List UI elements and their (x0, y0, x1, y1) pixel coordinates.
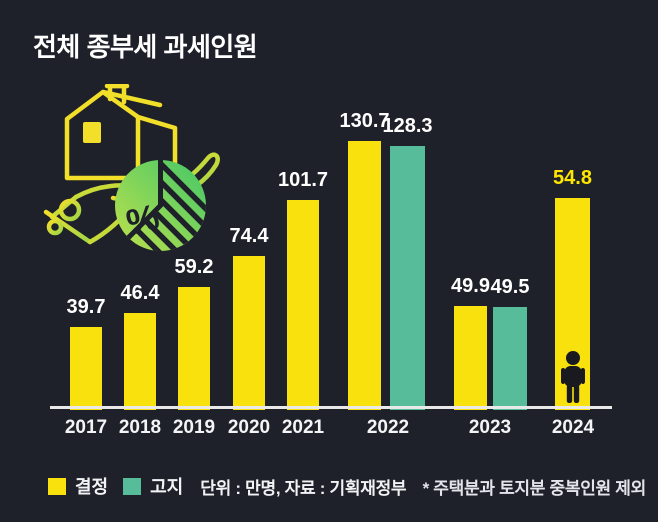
value-label-2023-고지: 49.5 (490, 276, 530, 298)
house-window (83, 122, 101, 143)
x-tick-2020: 2020 (227, 417, 271, 438)
x-tick-2023: 2023 (468, 417, 512, 438)
x-tick-2021: 2021 (281, 417, 325, 438)
value-label-2021-결정: 101.7 (277, 169, 329, 191)
value-label-2017-결정: 39.7 (66, 296, 106, 318)
bar-2022-결정 (348, 141, 381, 410)
value-label-2022-결정: 130.7 (339, 110, 390, 132)
legend-label-notice: 고지 (150, 477, 184, 497)
bar-2018-결정 (124, 313, 156, 410)
value-label-2023-결정: 49.9 (451, 275, 490, 297)
page-title: 전체 종부세 과세인원 (33, 32, 258, 62)
bar-2022-고지 (390, 146, 425, 410)
legend: 결정 고지 단위 : 만명, 자료 : 기획재정부 (48, 473, 407, 499)
value-label-2019-결정: 59.2 (174, 256, 214, 278)
value-label-2020-결정: 74.4 (229, 225, 269, 247)
value-label-2022-고지: 128.3 (382, 115, 433, 137)
bar-2023-고지 (493, 307, 527, 410)
bar-2023-결정 (454, 306, 487, 410)
x-tick-2018: 2018 (118, 417, 162, 438)
bar-2019-결정 (178, 287, 210, 410)
value-label-2018-결정: 46.4 (120, 282, 160, 304)
bar-2020-결정 (233, 256, 265, 410)
person-icon (561, 351, 585, 403)
x-tick-2024: 2024 (551, 417, 595, 438)
x-tick-2022: 2022 (366, 417, 410, 438)
unit-source-note: 단위 : 만명, 자료 : 기획재정부 (200, 478, 407, 498)
bar-2021-결정 (287, 200, 319, 410)
legend-swatch-decision (48, 477, 66, 495)
value-label-2024-결정: 54.8 (553, 167, 592, 189)
x-axis-line (50, 406, 612, 409)
footnote: * 주택분과 토지분 중복인원 제외 (422, 479, 647, 498)
legend-swatch-notice (123, 477, 142, 495)
house-in-hand-icon (43, 84, 220, 245)
bar-2017-결정 (70, 327, 102, 410)
legend-label-decision: 결정 (75, 477, 109, 497)
percent-circle-icon: % (115, 160, 206, 251)
x-tick-2019: 2019 (172, 417, 216, 438)
x-tick-2017: 2017 (64, 417, 108, 438)
